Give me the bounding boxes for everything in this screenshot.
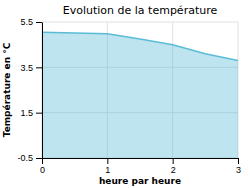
chart: 0 1 2 3 -0.5 1.5 3.5 5.5 Evolution de la tempéra… (0, 0, 250, 188)
title: Evolution de la température (63, 4, 218, 17)
x-tick-label: 1 (105, 165, 110, 175)
x-tick-label: 2 (171, 165, 176, 175)
y-tick-label: 5.5 (20, 17, 33, 27)
y-tick: 1.5 (20, 108, 42, 118)
y-axis: -0.5 1.5 3.5 5.5 (17, 17, 42, 163)
grid-line-x (42, 22, 43, 158)
y-axis-label: Température en °C (2, 42, 12, 137)
y-tick: -0.5 (17, 153, 42, 163)
x-tick-mark (238, 158, 239, 164)
y-axis-line (42, 23, 43, 159)
y-tick-label: 1.5 (20, 108, 33, 118)
x-tick-mark (107, 158, 108, 164)
y-tick-mark (36, 113, 42, 114)
marks (42, 32, 238, 158)
x-tick-label: 0 (40, 165, 45, 175)
x-tick-mark (42, 158, 43, 164)
x-axis: 0 1 2 3 (40, 158, 241, 175)
grid (42, 22, 238, 158)
y-tick: 3.5 (20, 63, 42, 73)
y-tick-mark (36, 158, 42, 159)
y-tick-label: -0.5 (17, 153, 33, 163)
y-tick-mark (36, 22, 42, 23)
y-tick-label: 3.5 (20, 63, 33, 73)
x-tick-label: 3 (236, 165, 241, 175)
x-axis-label: heure par heure (99, 176, 181, 186)
area (42, 32, 238, 158)
x-tick-mark (173, 158, 174, 164)
x-tick: 2 (171, 158, 176, 175)
x-axis-line (43, 158, 239, 159)
x-tick: 0 (40, 158, 45, 175)
x-tick: 1 (105, 158, 110, 175)
y-tick-mark (36, 67, 42, 68)
y-tick: 5.5 (20, 17, 42, 27)
grid-line-y (42, 22, 238, 23)
plot-area: 0 1 2 3 -0.5 1.5 3.5 5.5 (17, 17, 241, 175)
x-tick: 3 (236, 158, 241, 175)
line (42, 32, 238, 60)
